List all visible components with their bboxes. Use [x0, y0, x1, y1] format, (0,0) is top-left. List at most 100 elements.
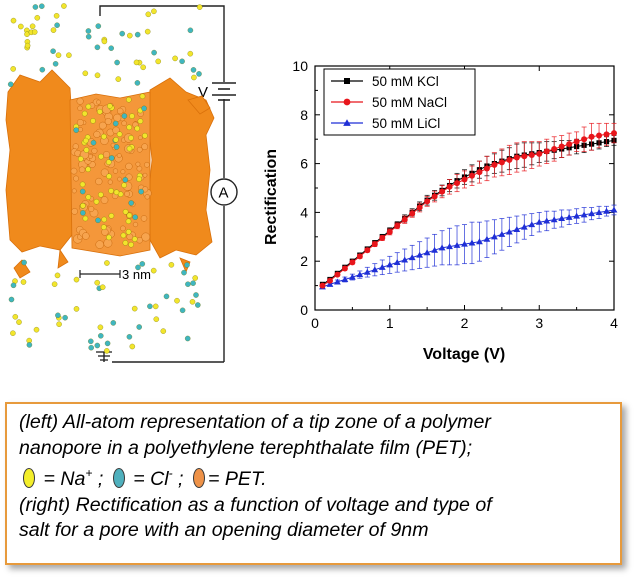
- data-point: [543, 217, 551, 224]
- sodium-ion: [192, 275, 198, 281]
- sodium-ion: [73, 306, 80, 312]
- pet-grain: [121, 120, 127, 127]
- voltage-label: V: [198, 84, 208, 101]
- chloride-ellipse-icon: [112, 468, 125, 488]
- chloride-ion: [196, 71, 202, 77]
- scale-label: 3 nm: [122, 267, 151, 282]
- sodium-ion: [107, 103, 113, 109]
- sodium-ion: [51, 281, 58, 287]
- sodium-ion: [125, 229, 132, 235]
- data-point: [506, 156, 513, 163]
- legend-label: 50 mM NaCl: [372, 95, 447, 110]
- sodium-ion: [172, 55, 178, 62]
- chloride-ion: [151, 49, 157, 56]
- data-point: [468, 172, 475, 179]
- chloride-ion: [98, 333, 104, 339]
- chloride-ion: [26, 342, 33, 348]
- data-point: [558, 143, 565, 150]
- sodium-ion: [129, 113, 135, 119]
- data-point: [348, 273, 356, 280]
- sodium-ion: [101, 38, 108, 45]
- pet-grain: [120, 169, 126, 175]
- chloride-ion: [195, 302, 201, 308]
- data-point: [483, 235, 491, 242]
- sodium-ion: [142, 132, 148, 139]
- series-line: [322, 139, 615, 285]
- pet-grain: [135, 161, 141, 167]
- chloride-ion: [39, 3, 45, 9]
- sodium-ion: [82, 215, 89, 222]
- sodium-ion: [29, 23, 36, 30]
- chloride-legend-text: = Cl: [127, 468, 169, 490]
- data-point: [424, 198, 431, 205]
- sodium-ion: [79, 181, 86, 188]
- x-tick-label: 3: [535, 315, 543, 331]
- data-point: [588, 210, 595, 217]
- chloride-ion: [113, 144, 120, 150]
- sodium-ion: [126, 212, 133, 219]
- sodium-ion: [168, 262, 175, 268]
- data-point: [439, 188, 446, 195]
- sodium-ion: [108, 213, 115, 219]
- data-point: [401, 256, 409, 263]
- data-point: [454, 180, 461, 187]
- sodium-ion: [106, 173, 112, 180]
- x-tick-label: 2: [461, 315, 469, 331]
- sodium-ion: [187, 50, 194, 57]
- legend-marker: [343, 98, 351, 106]
- caption-line-1: (left) All-atom representation of a tip …: [19, 411, 491, 433]
- data-point: [349, 259, 356, 266]
- rectification-chart: 0 1 2 3 4 0 2 4 6 8 10 Voltage (V) Rectification 5…: [263, 58, 618, 363]
- chloride-ion: [90, 139, 97, 146]
- sodium-ion: [56, 321, 62, 327]
- chloride-ion: [122, 177, 129, 183]
- data-point: [334, 278, 341, 285]
- sodium-ion: [101, 133, 107, 140]
- pet-grain: [76, 97, 84, 105]
- y-tick-label: 0: [300, 302, 308, 318]
- caption-box: (left) All-atom representation of a tip …: [5, 402, 622, 565]
- data-point: [401, 216, 408, 223]
- ions: [7, 3, 203, 354]
- tick-labels: 0 1 2 3 4 0 2 4 6 8 10: [292, 58, 618, 331]
- sodium-ion: [101, 216, 107, 223]
- sodium-ion: [55, 52, 62, 58]
- sodium-ion: [99, 284, 106, 290]
- data-point: [573, 138, 580, 145]
- sodium-ion: [126, 124, 132, 131]
- x-tick-label: 4: [610, 315, 618, 331]
- x-tick-label: 1: [386, 315, 394, 331]
- pet-grain: [125, 162, 133, 171]
- y-tick-label: 2: [300, 253, 308, 269]
- sodium-ion: [191, 74, 197, 81]
- sodium-ion: [101, 224, 107, 230]
- circuit-wires: [99, 5, 225, 363]
- sodium-charge: +: [85, 466, 93, 480]
- chloride-ion: [179, 307, 186, 314]
- sodium-ion: [153, 316, 160, 322]
- chloride-ion: [121, 113, 128, 119]
- sodium-ion: [18, 23, 24, 30]
- data-point: [378, 263, 386, 270]
- data-point: [319, 282, 326, 289]
- pet-grain: [73, 175, 80, 182]
- chloride-ion: [8, 296, 15, 303]
- sodium-ion: [140, 64, 146, 71]
- data-point: [394, 222, 401, 229]
- chloride-ion: [95, 23, 102, 29]
- sodium-ion: [73, 276, 80, 283]
- x-tick-label: 0: [311, 315, 319, 331]
- sodium-ion: [80, 202, 86, 209]
- sodium-ion: [150, 267, 157, 274]
- data-point: [431, 193, 438, 200]
- sodium-ion: [54, 272, 61, 279]
- sodium-ion: [152, 303, 159, 310]
- data-point: [565, 213, 573, 220]
- chloride-ion: [179, 58, 185, 65]
- series-layer: [319, 122, 618, 290]
- chloride-ion: [10, 282, 17, 289]
- series-line: [322, 132, 615, 287]
- y-axis-title: Rectification: [263, 149, 280, 245]
- pet-grain: [141, 232, 151, 242]
- chloride-ion: [139, 261, 146, 267]
